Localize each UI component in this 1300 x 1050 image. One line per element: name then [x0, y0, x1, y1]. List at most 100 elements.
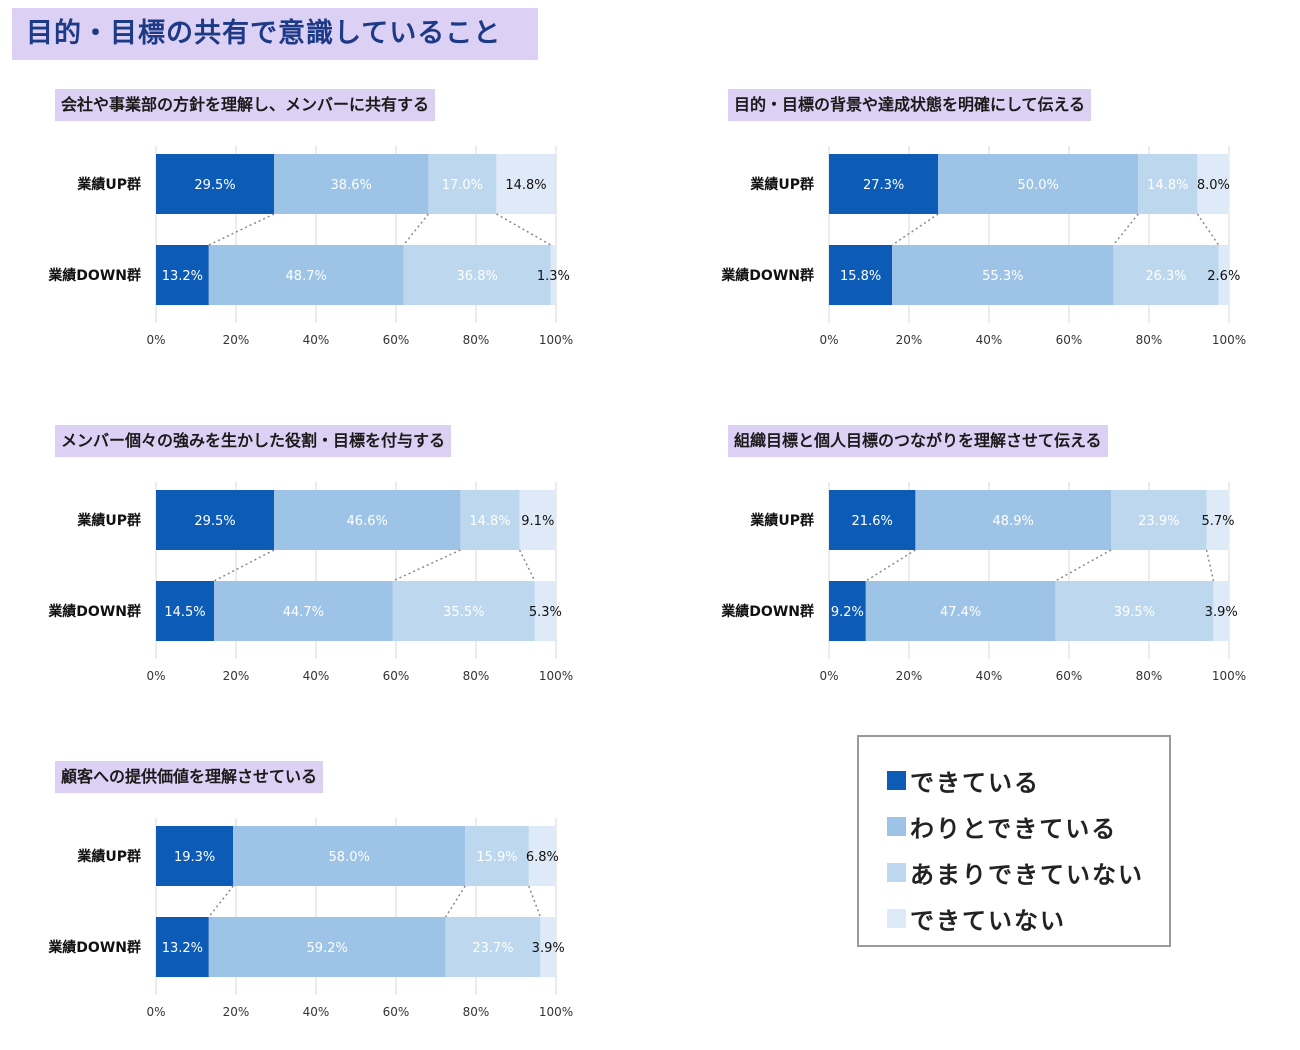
connector-line [496, 213, 552, 246]
data-label: 21.6% [852, 514, 893, 529]
bar-segment [550, 245, 556, 305]
bar-segment [1206, 490, 1230, 550]
bar-segment [865, 581, 1056, 641]
legend-swatch [887, 770, 906, 790]
bar-segment [465, 826, 529, 886]
category-label: 業績DOWN群 [47, 603, 141, 620]
bar-segment [1213, 581, 1229, 641]
category-label: 業績DOWN群 [720, 267, 814, 284]
legend-swatch [887, 862, 906, 882]
data-label: 13.2% [162, 269, 203, 284]
connector-line [865, 549, 916, 582]
chart-title: メンバー個々の強みを生かした役割・目標を付与する [55, 425, 452, 457]
data-label: 58.0% [329, 850, 370, 865]
legend-label: できている [910, 768, 1040, 797]
connector-line [528, 885, 542, 918]
data-label: 23.9% [1138, 514, 1179, 529]
bar-segment [528, 826, 556, 886]
data-label: 27.3% [863, 178, 904, 193]
data-label: 14.8% [469, 514, 510, 529]
bar-segment [156, 245, 209, 305]
connector-line [208, 885, 234, 918]
bar-segment [208, 245, 404, 305]
chart-panel-2: 目的・目標の背景や達成状態を明確にして伝える 業績UP群 27.3% 50.0% 14… [720, 89, 1300, 369]
data-label: 15.9% [476, 850, 517, 865]
x-tick-label: 100% [539, 669, 573, 683]
x-tick-label: 80% [463, 1005, 490, 1019]
x-tick-label: 80% [463, 669, 490, 683]
bar-segment [892, 245, 1114, 305]
data-label: 59.2% [307, 941, 348, 956]
x-tick-label: 100% [539, 333, 573, 347]
x-tick-label: 0% [819, 333, 838, 347]
legend-swatch [887, 816, 906, 836]
chart-svg: 業績UP群 29.5% 46.6% 14.8% 9.1% 業績DOWN群 14.5% 44.7… [47, 482, 573, 683]
bar-segment [233, 826, 466, 886]
x-tick-label: 60% [1056, 333, 1083, 347]
bar-segment [156, 581, 214, 641]
chart-svg: 業績UP群 27.3% 50.0% 14.8% 8.0% 業績DOWN群 15.8% 55.3… [720, 146, 1246, 347]
data-label: 26.3% [1145, 269, 1186, 284]
legend-item: あまりできていない [887, 849, 1169, 895]
bar-segment [392, 581, 535, 641]
bar-segment [540, 917, 556, 977]
bar-segment [156, 490, 274, 550]
bar-segment [1055, 581, 1214, 641]
data-label: 17.0% [442, 178, 483, 193]
x-tick-label: 20% [896, 669, 923, 683]
bar-segment [1111, 490, 1207, 550]
data-label: 14.5% [164, 605, 205, 620]
data-label: 5.7% [1201, 514, 1234, 529]
legend-label: できていない [910, 906, 1066, 935]
chart-panel-5: 顧客への提供価値を理解させている 業績UP群 19.3% 58.0% 15.9% 6.8… [47, 761, 655, 1041]
x-tick-label: 60% [383, 669, 410, 683]
data-label: 9.2% [831, 605, 864, 620]
data-label: 2.6% [1207, 269, 1240, 284]
x-tick-label: 40% [303, 333, 330, 347]
category-label: 業績DOWN群 [47, 267, 141, 284]
x-tick-label: 100% [539, 1005, 573, 1019]
data-label: 38.6% [331, 178, 372, 193]
legend-label: あまりできていない [910, 860, 1144, 889]
bar-segment [829, 154, 939, 214]
category-label: 業績UP群 [76, 848, 141, 865]
chart-panel-1: 会社や事業部の方針を理解し、メンバーに共有する 業績UP群 29.5% 38.6% 1… [47, 89, 655, 369]
data-label: 14.8% [1147, 178, 1188, 193]
bar-segment [208, 917, 446, 977]
connector-line [403, 213, 429, 246]
data-label: 3.9% [532, 941, 565, 956]
data-label: 47.4% [940, 605, 981, 620]
data-label: 39.5% [1114, 605, 1155, 620]
bar-segment [1138, 154, 1198, 214]
data-label: 6.8% [526, 850, 559, 865]
category-label: 業績UP群 [76, 176, 141, 193]
x-tick-label: 100% [1212, 333, 1246, 347]
x-tick-label: 40% [976, 333, 1003, 347]
bar-segment [829, 245, 893, 305]
legend-item: できている [887, 757, 1169, 803]
chart-svg: 業績UP群 29.5% 38.6% 17.0% 14.8% 業績DOWN群 13.2% 48.… [47, 146, 573, 347]
connector-line [1112, 213, 1139, 246]
x-tick-label: 40% [303, 669, 330, 683]
chart-svg: 業績UP群 19.3% 58.0% 15.9% 6.8% 業績DOWN群 13.2% 59.2… [47, 818, 573, 1019]
data-label: 14.8% [505, 178, 546, 193]
x-tick-label: 0% [146, 669, 165, 683]
x-tick-label: 80% [1136, 669, 1163, 683]
bar-segment [938, 154, 1139, 214]
bar-segment [156, 154, 274, 214]
data-label: 15.8% [840, 269, 881, 284]
category-label: 業績DOWN群 [47, 939, 141, 956]
data-label: 48.7% [286, 269, 327, 284]
legend-item: できていない [887, 895, 1169, 941]
data-label: 23.7% [472, 941, 513, 956]
data-label: 48.9% [993, 514, 1034, 529]
x-tick-label: 0% [146, 333, 165, 347]
connector-line [213, 549, 275, 582]
bar-segment [274, 490, 461, 550]
chart-title: 会社や事業部の方針を理解し、メンバーに共有する [55, 89, 436, 121]
legend-item: わりとできている [887, 803, 1169, 849]
legend: できている わりとできている あまりできていない できていない [857, 735, 1171, 947]
bar-segment [214, 581, 393, 641]
bar-segment [460, 490, 520, 550]
data-label: 1.3% [537, 269, 570, 284]
